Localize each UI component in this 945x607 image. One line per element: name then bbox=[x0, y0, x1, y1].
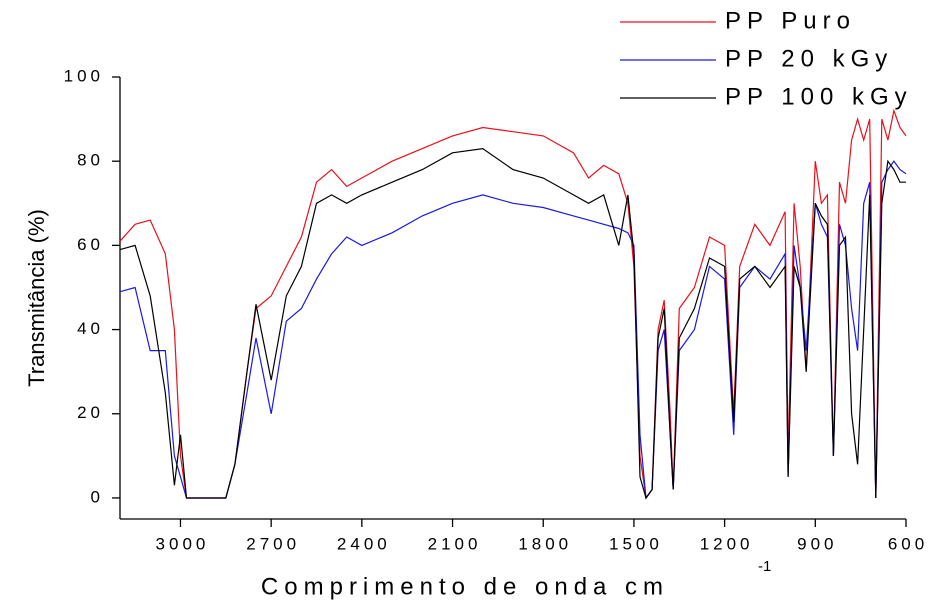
legend-label: PP Puro bbox=[725, 7, 856, 34]
x-tick-label: 2100 bbox=[428, 534, 482, 553]
x-tick-label: 900 bbox=[797, 534, 837, 553]
x-tick-label: 1500 bbox=[609, 534, 663, 553]
x-tick-label: 1800 bbox=[518, 534, 572, 553]
y-tick-label: 60 bbox=[77, 235, 104, 254]
y-tick-label: 80 bbox=[77, 151, 104, 170]
x-tick-label: 600 bbox=[888, 534, 928, 553]
x-tick-label: 2700 bbox=[246, 534, 300, 553]
y-tick-label: 100 bbox=[64, 66, 104, 85]
y-tick-label: 0 bbox=[91, 487, 104, 506]
x-tick-label: 3000 bbox=[156, 534, 210, 553]
x-axis-label: Comprimento de onda cm bbox=[261, 573, 669, 600]
y-axis-label: Transmitância (%) bbox=[24, 209, 49, 387]
legend-label: PP 20 kGy bbox=[725, 45, 893, 72]
series-line bbox=[119, 147, 906, 500]
legend-label: PP 100 kGy bbox=[725, 83, 913, 110]
y-tick-label: 20 bbox=[77, 403, 104, 422]
x-tick-label: 1200 bbox=[700, 534, 754, 553]
x-tick-label: 2400 bbox=[337, 534, 391, 553]
y-tick-label: 40 bbox=[77, 319, 104, 338]
x-axis-label-superscript: -1 bbox=[758, 558, 771, 575]
